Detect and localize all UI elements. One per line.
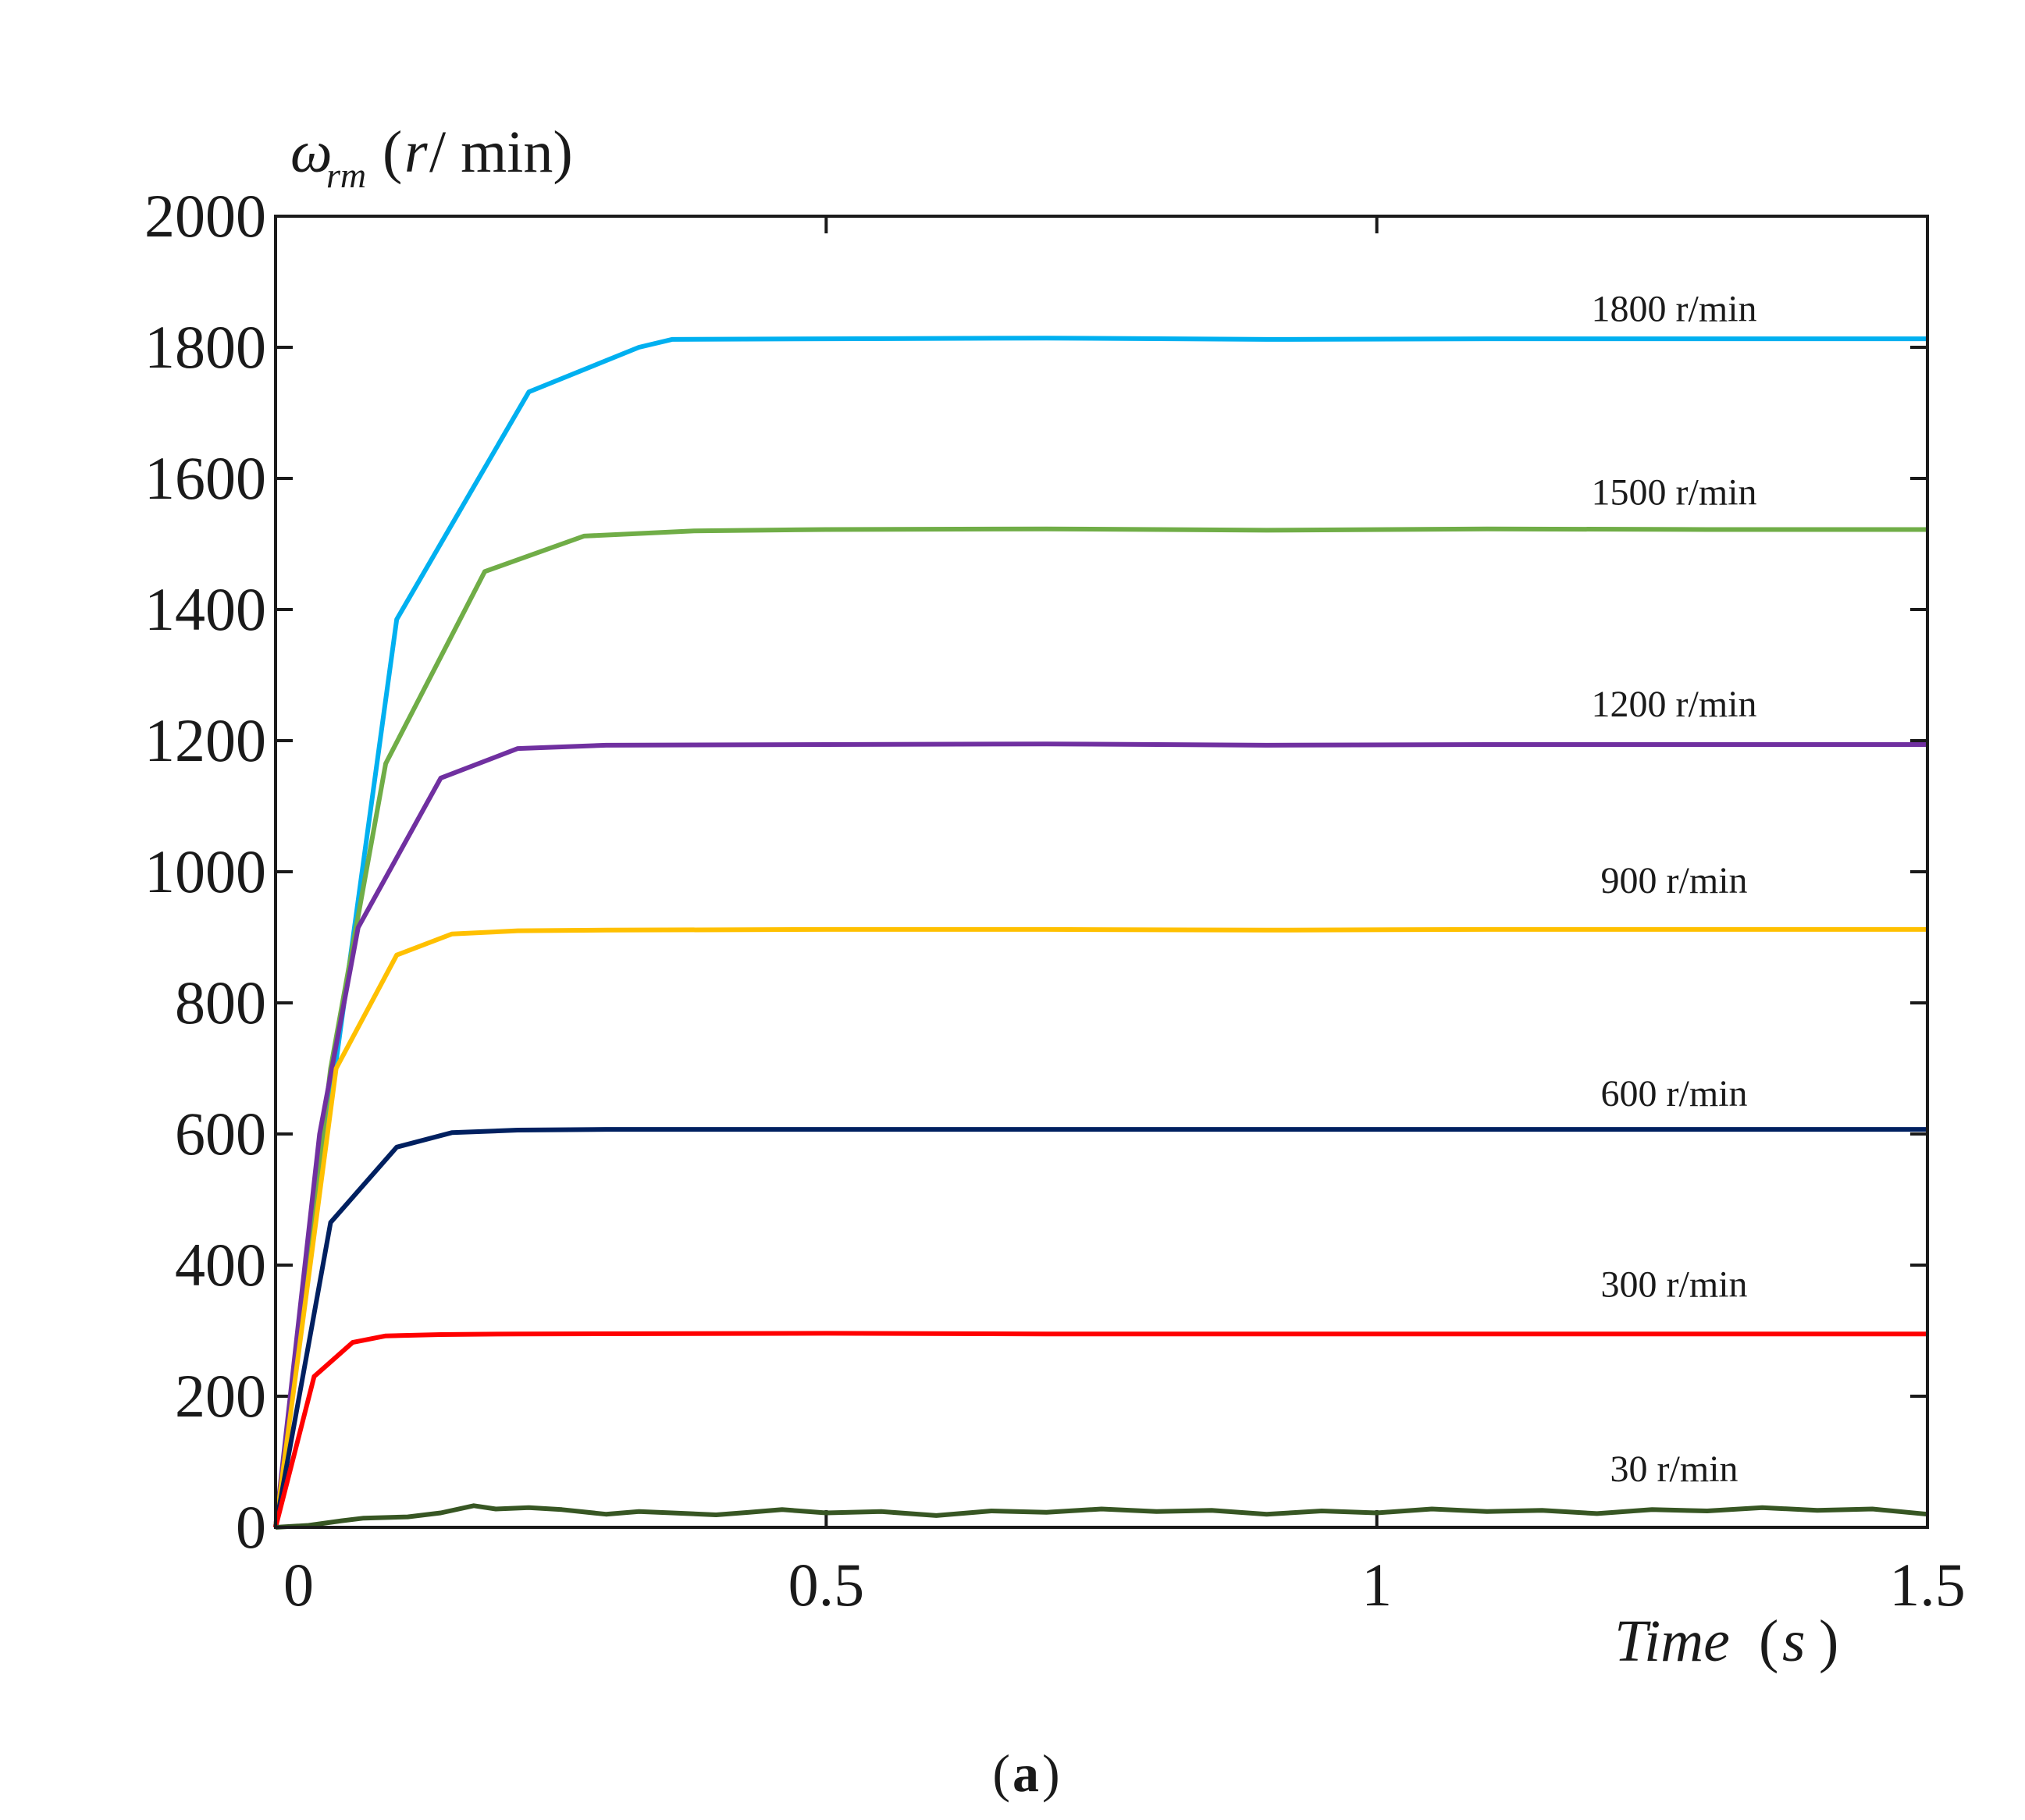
y-tick-label: 200 [175,1362,266,1430]
y-tick-label: 1000 [144,837,266,905]
x-tick-label: 0.5 [788,1551,865,1619]
panel-label-letter: a [1012,1744,1039,1803]
y-axis-unit-rest: / min) [429,119,573,185]
y-tick-label: 1800 [144,313,266,381]
series-line-1800-r-min [273,336,1927,1528]
x-tick-label: 0 [283,1551,314,1619]
series-label: 1200 r/min [1592,684,1757,725]
x-tick-label: 1 [1361,1551,1392,1619]
series-labels: 1800 r/min 1500 r/min 1200 r/min 900 r/min 6… [1592,288,1757,1490]
y-tick-label: 800 [175,969,266,1036]
panel-label: ( a ) [992,1744,1059,1803]
x-axis-ticks: 0 0.5 1 1.5 [283,216,1966,1619]
y-tick-label: 1200 [144,706,266,774]
x-axis-open-paren: ( [1759,1608,1778,1674]
series-label: 1500 r/min [1592,472,1757,514]
y-axis-ticks: 0 200 400 600 800 1000 1200 1400 1600 1800 2000 [144,182,1927,1561]
y-tick-label: 0 [236,1493,266,1561]
series-label: 900 r/min [1601,860,1748,901]
series-group [273,336,1928,1530]
x-axis-var: Time [1614,1608,1730,1674]
y-axis-unit-var: r [404,119,428,185]
series-line-600-r-min [273,1127,1927,1528]
y-tick-label: 400 [175,1231,266,1299]
panel-label-open: ( [992,1744,1010,1803]
y-axis-symbol: ω [290,119,333,185]
x-tick-label: 1.5 [1889,1551,1966,1619]
plot-frame [274,215,1929,1529]
panel-label-close: ) [1042,1744,1060,1803]
series-line-1500-r-min [273,526,1927,1528]
series-line-30-r-min [275,1503,1928,1530]
x-axis-close-paren: ) [1819,1608,1838,1674]
y-tick-label: 600 [175,1100,266,1168]
series-line-1200-r-min [273,741,1927,1528]
series-label: 600 r/min [1601,1073,1748,1114]
y-axis-unit-open: ( [383,119,402,185]
series-label: 300 r/min [1601,1264,1748,1305]
series-label: 1800 r/min [1592,288,1757,329]
y-axis-subscript: rm [326,155,366,195]
x-axis-label: Time ( s ) [1614,1608,1838,1674]
y-tick-label: 1400 [144,575,266,643]
y-axis-label: ω rm ( r / min) [290,119,573,195]
y-tick-label: 2000 [144,182,266,250]
series-label: 30 r/min [1610,1449,1739,1490]
series-line-300-r-min [273,1331,1927,1528]
series-line-900-r-min [273,926,1927,1528]
x-axis-unit: s [1782,1608,1806,1674]
y-tick-label: 1600 [144,444,266,512]
